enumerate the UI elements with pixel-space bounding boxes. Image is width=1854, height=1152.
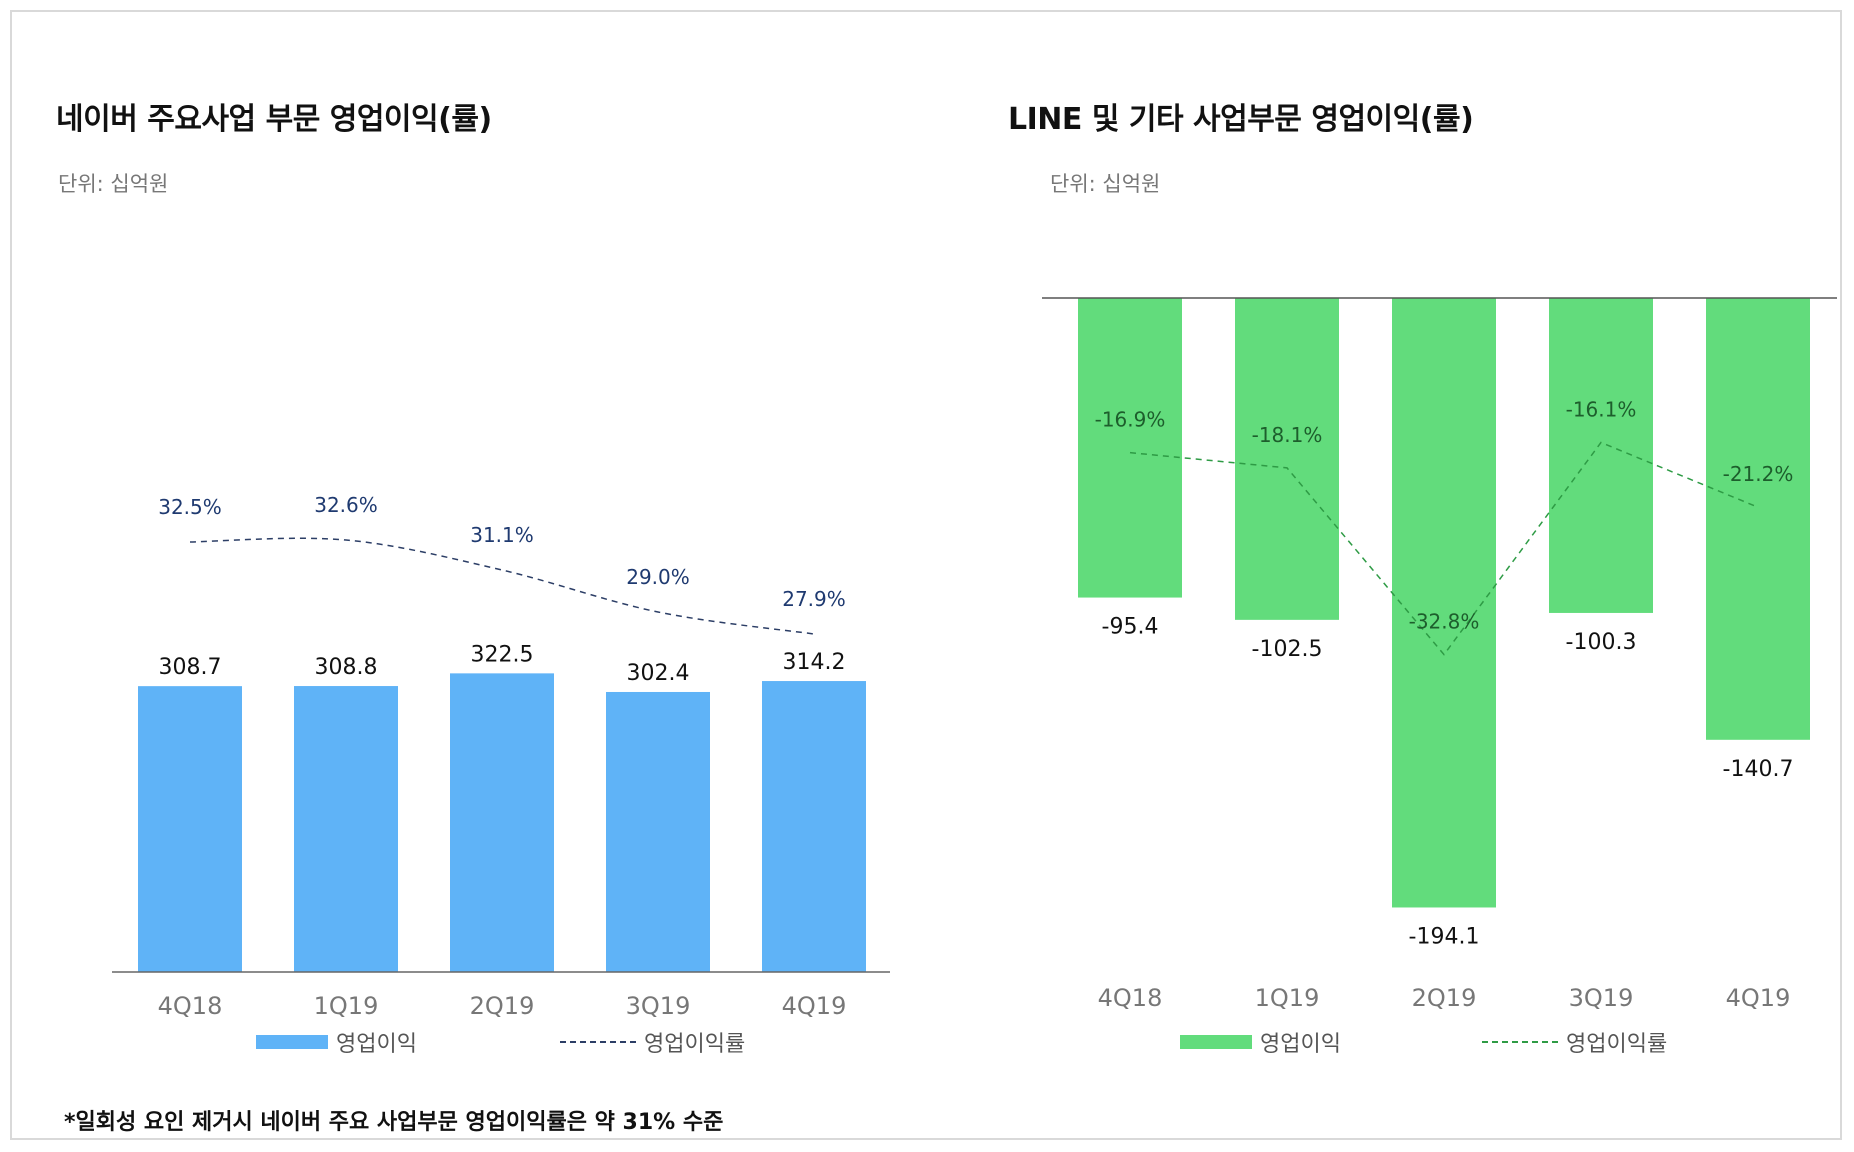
x-tick-label: 3Q19: [626, 992, 691, 1020]
bar: [606, 691, 710, 972]
bar-value-label: -194.1: [1409, 924, 1480, 949]
bar-value-label: -140.7: [1723, 757, 1794, 782]
bar-value-label: -95.4: [1102, 615, 1159, 640]
footnote: *일회성 요인 제거시 네이버 주요 사업부문 영업이익률은 약 31% 수준: [64, 1110, 724, 1135]
chart-title: 네이버 주요사업 부문 영업이익(률): [56, 102, 492, 137]
x-tick-label: 2Q19: [1412, 984, 1477, 1012]
bar: [1706, 298, 1810, 740]
naver-bar-chart: 308.7 308.8 322.5 302.4 314.2 4Q18 1Q19 2Q19 3Q1…: [112, 493, 890, 1020]
legend-label: 영업이익: [1260, 1032, 1341, 1057]
chart-unit-label: 단위: 십억원: [1050, 172, 1161, 196]
x-tick-label: 4Q19: [1726, 984, 1791, 1012]
legend-swatch: [1180, 1035, 1252, 1049]
bar-value-label: 302.4: [627, 661, 690, 686]
x-tick-label: 2Q19: [470, 992, 535, 1020]
legend-label: 영업이익: [336, 1032, 417, 1057]
margin-value-label: -18.1%: [1252, 423, 1323, 447]
bar: [138, 686, 242, 972]
margin-line: [1129, 441, 1759, 656]
x-tick-label: 1Q19: [314, 992, 379, 1020]
bar: [1549, 298, 1653, 613]
legend-label: 영업이익률: [1566, 1032, 1668, 1057]
legend-item-line: 영업이익률: [1482, 1026, 1667, 1058]
bar: [1078, 298, 1182, 598]
bar: [1392, 298, 1496, 908]
x-tick-label: 4Q18: [1098, 984, 1163, 1012]
bar-value-label: 314.2: [783, 650, 846, 675]
legend-item-line: 영업이익률: [560, 1026, 745, 1058]
chart-title: LINE 및 기타 사업부문 영업이익(률): [1008, 102, 1474, 137]
margin-value-label: 32.5%: [158, 495, 222, 519]
margin-value-label: -16.9%: [1095, 408, 1166, 432]
legend-dash: [1482, 1041, 1558, 1043]
line-chart-panel: LINE 및 기타 사업부문 영업이익(률) 단위: 십억원 -95.4 -102…: [942, 12, 1842, 1112]
bar: [1235, 298, 1339, 620]
x-tick-label: 4Q18: [158, 992, 223, 1020]
bar: [450, 673, 554, 972]
legend-dash: [560, 1041, 636, 1043]
margin-value-label: 32.6%: [314, 493, 378, 517]
line-bar-chart: -95.4 -102.5 -194.1 -100.3 -140.7 4Q18 1Q19 2Q1…: [1042, 297, 1837, 1012]
legend-item-bar: 영업이익: [1180, 1026, 1341, 1058]
legend-swatch: [256, 1035, 328, 1049]
chart-unit-label: 단위: 십억원: [58, 172, 169, 196]
legend-label: 영업이익률: [644, 1032, 746, 1057]
bar-value-label: -100.3: [1566, 630, 1637, 655]
x-tick-label: 1Q19: [1255, 984, 1320, 1012]
margin-value-label: 27.9%: [782, 587, 846, 611]
naver-chart-panel: 네이버 주요사업 부문 영업이익(률) 단위: 십억원 308.7 308.8 32…: [12, 12, 942, 1135]
x-tick-label: 3Q19: [1569, 984, 1634, 1012]
margin-value-label: -16.1%: [1566, 397, 1637, 421]
bar-value-label: 322.5: [471, 642, 534, 667]
x-tick-label: 4Q19: [782, 992, 847, 1020]
bar: [294, 686, 398, 972]
margin-line: [189, 537, 815, 635]
margin-value-label: 31.1%: [470, 523, 534, 547]
margin-value-label: -21.2%: [1723, 462, 1794, 486]
margin-value-label: -32.8%: [1409, 610, 1480, 634]
bar-value-label: -102.5: [1252, 637, 1323, 662]
margin-value-label: 29.0%: [626, 565, 690, 589]
bar-value-label: 308.8: [315, 655, 378, 680]
legend-item-bar: 영업이익: [256, 1026, 417, 1058]
report-frame: 네이버 주요사업 부문 영업이익(률) 단위: 십억원 308.7 308.8 32…: [10, 10, 1842, 1140]
bar: [762, 681, 866, 972]
bar-value-label: 308.7: [159, 655, 222, 680]
